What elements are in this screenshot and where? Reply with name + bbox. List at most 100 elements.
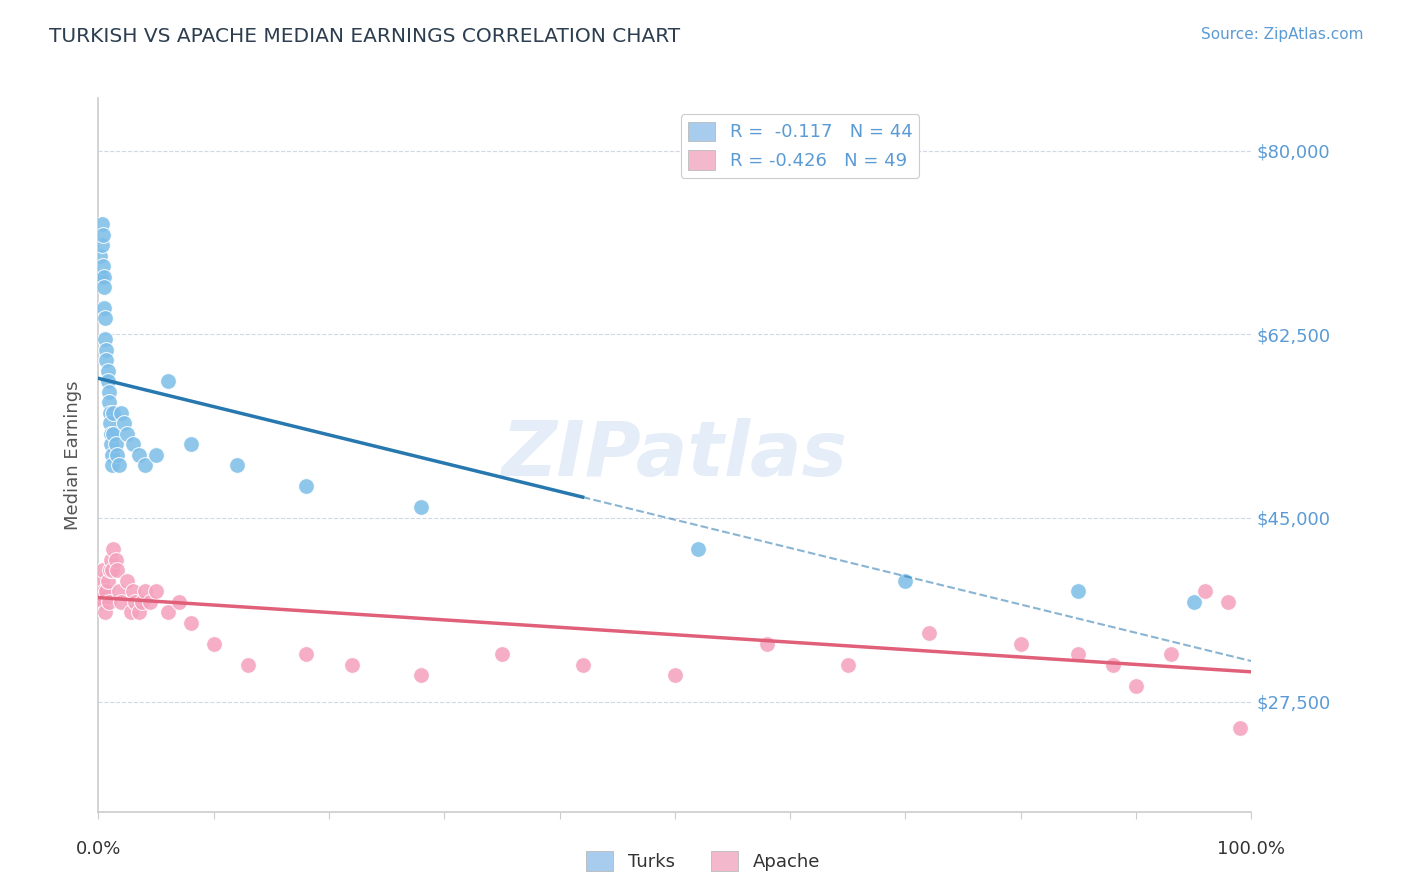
Point	[131, 595, 153, 609]
Point	[1067, 584, 1090, 599]
Point	[156, 375, 179, 389]
Point	[664, 668, 686, 682]
Point	[93, 584, 115, 599]
Point	[686, 542, 709, 557]
Point	[105, 563, 128, 577]
Point	[837, 657, 859, 672]
Point	[120, 605, 142, 619]
Point	[128, 448, 150, 462]
Point	[108, 584, 131, 599]
Point	[97, 375, 120, 389]
Point	[180, 615, 202, 630]
Text: TURKISH VS APACHE MEDIAN EARNINGS CORRELATION CHART: TURKISH VS APACHE MEDIAN EARNINGS CORREL…	[49, 27, 681, 45]
Point	[93, 280, 115, 294]
Point	[180, 437, 202, 451]
Point	[89, 584, 111, 599]
Point	[894, 574, 917, 588]
Point	[98, 417, 121, 431]
Point	[122, 584, 145, 599]
Point	[91, 259, 114, 273]
Point	[103, 426, 125, 441]
Point	[105, 448, 128, 462]
Text: 100.0%: 100.0%	[1218, 840, 1285, 858]
Point	[89, 248, 111, 262]
Point	[93, 301, 115, 315]
Point	[90, 238, 112, 252]
Point	[97, 384, 120, 399]
Text: Source: ZipAtlas.com: Source: ZipAtlas.com	[1201, 27, 1364, 42]
Point	[98, 563, 121, 577]
Point	[93, 595, 115, 609]
Point	[411, 668, 433, 682]
Point	[97, 574, 120, 588]
Point	[128, 605, 150, 619]
Point	[100, 437, 122, 451]
Point	[1010, 637, 1032, 651]
Point	[411, 500, 433, 515]
Point	[101, 458, 124, 473]
Point	[202, 637, 225, 651]
Point	[90, 217, 112, 231]
Point	[156, 605, 179, 619]
Point	[101, 448, 124, 462]
Point	[145, 448, 167, 462]
Point	[134, 584, 156, 599]
Point	[97, 364, 120, 378]
Point	[295, 648, 318, 662]
Point	[238, 657, 260, 672]
Point	[98, 406, 121, 420]
Point	[571, 657, 593, 672]
Point	[101, 563, 124, 577]
Point	[1067, 648, 1090, 662]
Point	[91, 563, 114, 577]
Point	[295, 479, 318, 493]
Point	[96, 584, 118, 599]
Point	[96, 353, 118, 368]
Text: ZIPatlas: ZIPatlas	[502, 418, 848, 491]
Point	[122, 437, 145, 451]
Point	[1229, 721, 1251, 735]
Point	[90, 595, 112, 609]
Point	[94, 605, 117, 619]
Point	[97, 395, 120, 409]
Point	[104, 553, 127, 567]
Point	[110, 595, 132, 609]
Point	[756, 637, 779, 651]
Point	[167, 595, 190, 609]
Point	[1194, 584, 1216, 599]
Point	[108, 458, 131, 473]
Point	[100, 426, 122, 441]
Point	[491, 648, 513, 662]
Point	[97, 595, 120, 609]
Point	[91, 227, 114, 242]
Y-axis label: Median Earnings: Median Earnings	[65, 380, 83, 530]
Point	[90, 269, 112, 284]
Point	[94, 333, 117, 347]
Point	[117, 426, 139, 441]
Point	[96, 343, 118, 357]
Point	[145, 584, 167, 599]
Text: 0.0%: 0.0%	[76, 840, 121, 858]
Point	[90, 574, 112, 588]
Legend: R =  -0.117   N = 44, R = -0.426   N = 49: R = -0.117 N = 44, R = -0.426 N = 49	[681, 114, 920, 178]
Point	[139, 595, 162, 609]
Point	[225, 458, 247, 473]
Point	[1182, 595, 1205, 609]
Point	[103, 406, 125, 420]
Point	[94, 311, 117, 326]
Point	[340, 657, 363, 672]
Point	[124, 595, 146, 609]
Point	[1218, 595, 1240, 609]
Point	[1125, 679, 1147, 693]
Point	[112, 417, 135, 431]
Point	[110, 406, 132, 420]
Point	[104, 437, 127, 451]
Point	[93, 269, 115, 284]
Point	[1160, 648, 1182, 662]
Point	[917, 626, 939, 640]
Point	[1102, 657, 1125, 672]
Legend: Turks, Apache: Turks, Apache	[579, 844, 827, 879]
Point	[103, 542, 125, 557]
Point	[134, 458, 156, 473]
Point	[100, 553, 122, 567]
